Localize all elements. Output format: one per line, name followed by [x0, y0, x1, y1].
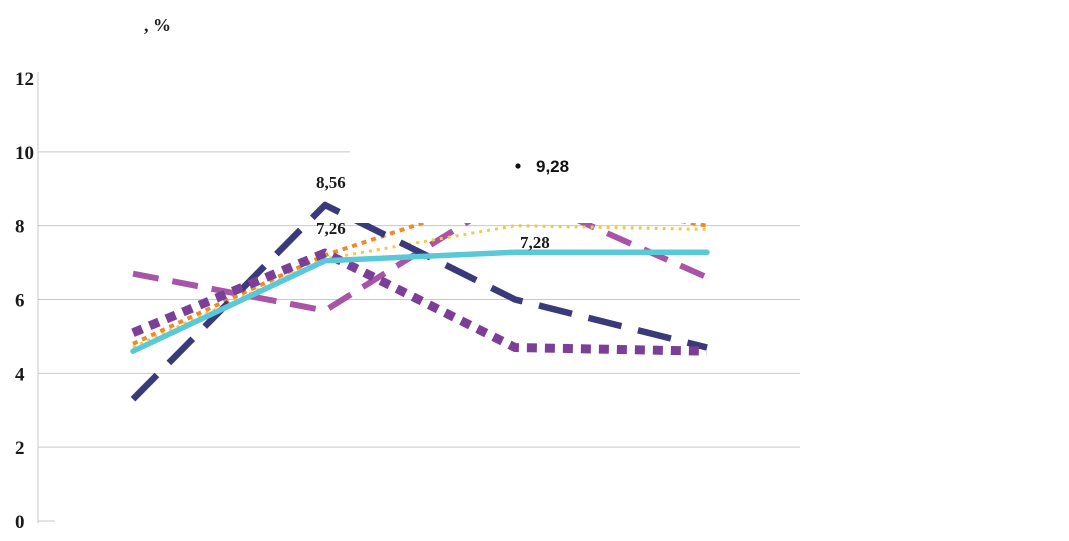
data-labels: 8,56 7,26 7,28 9,28	[316, 157, 569, 252]
series-line-2	[131, 248, 708, 356]
y-axis: 0 2 4 6 8 10 12	[15, 69, 55, 533]
data-label-3: 9,28	[536, 157, 569, 176]
y-tick-label: 4	[15, 364, 25, 385]
series-line-4	[132, 224, 708, 349]
data-label-1: 7,26	[316, 219, 346, 238]
y-tick-label: 2	[15, 438, 25, 459]
y-tick-label: 0	[15, 512, 25, 533]
y-tick-label: 6	[15, 291, 25, 312]
occluding-blocks	[351, 80, 1069, 541]
y-tick-label: 10	[15, 143, 34, 164]
data-label-2: 7,28	[520, 233, 550, 252]
y-tick-label: 12	[15, 69, 34, 90]
mask-block-right	[800, 80, 1069, 541]
data-label-marker	[515, 163, 521, 169]
data-label-0: 8,56	[316, 173, 346, 192]
series-line-5	[130, 249, 710, 354]
series-line-3	[132, 190, 708, 346]
y-tick-label: 8	[15, 217, 25, 238]
series-line-0	[130, 201, 708, 402]
series-line-1	[132, 189, 709, 314]
y-axis-unit-label: , %	[144, 15, 171, 35]
series-layer	[130, 189, 710, 402]
